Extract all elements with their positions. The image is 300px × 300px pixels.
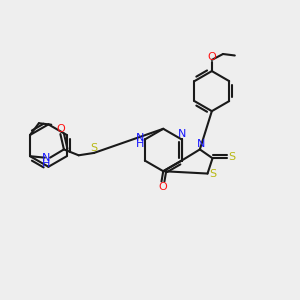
Text: S: S [90,143,98,153]
Text: N: N [178,129,186,139]
Text: H: H [42,159,50,169]
Text: N: N [135,133,144,143]
Text: N: N [196,139,205,149]
Text: S: S [228,152,235,162]
Text: N: N [42,153,50,163]
Text: O: O [208,52,216,62]
Text: O: O [158,182,167,192]
Text: H: H [135,139,144,149]
Text: S: S [209,169,216,178]
Text: O: O [56,124,65,134]
